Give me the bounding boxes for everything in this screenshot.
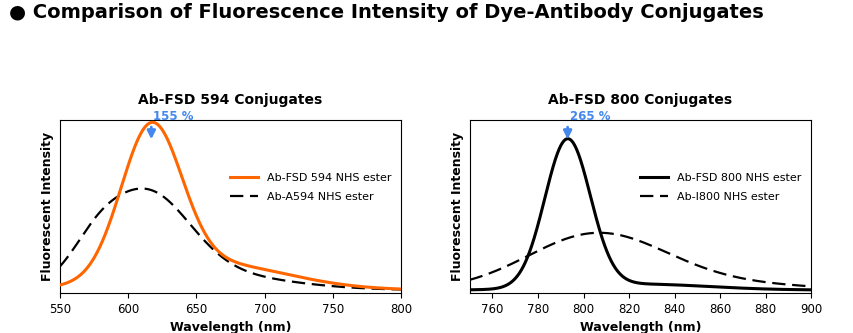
Text: ● Comparison of Fluorescence Intensity of Dye-Antibody Conjugates: ● Comparison of Fluorescence Intensity o… xyxy=(9,3,763,22)
Text: 155 %: 155 % xyxy=(153,110,193,123)
Text: 265 %: 265 % xyxy=(569,110,610,123)
X-axis label: Wavelength (nm): Wavelength (nm) xyxy=(579,321,700,333)
Text: Ab-FSD 594 Conjugates: Ab-FSD 594 Conjugates xyxy=(138,93,322,107)
Y-axis label: Fluorescent Intensity: Fluorescent Intensity xyxy=(41,132,54,281)
Y-axis label: Fluorescent Intensity: Fluorescent Intensity xyxy=(450,132,463,281)
Legend: Ab-FSD 800 NHS ester, Ab-I800 NHS ester: Ab-FSD 800 NHS ester, Ab-I800 NHS ester xyxy=(635,169,804,206)
Text: Ab-FSD 800 Conjugates: Ab-FSD 800 Conjugates xyxy=(548,93,732,107)
X-axis label: Wavelength (nm): Wavelength (nm) xyxy=(170,321,291,333)
Legend: Ab-FSD 594 NHS ester, Ab-A594 NHS ester: Ab-FSD 594 NHS ester, Ab-A594 NHS ester xyxy=(225,169,395,206)
